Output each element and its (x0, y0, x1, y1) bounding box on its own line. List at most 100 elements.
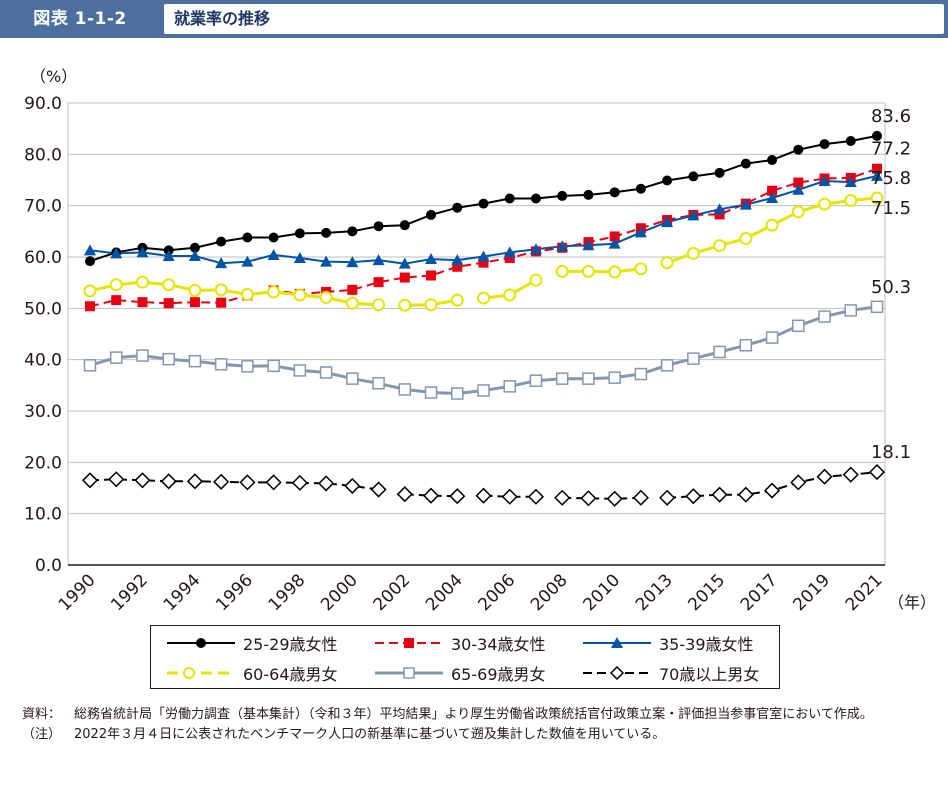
data-point-s60_64 (765, 218, 779, 232)
data-point-s60_64 (424, 298, 438, 312)
series-line-s70plus (89, 478, 379, 491)
data-point-s35_39 (818, 175, 831, 187)
legend-label-60-64: 60-64歳男女 (243, 665, 338, 684)
data-point-s60_64 (503, 288, 517, 302)
data-point-s30_34 (504, 253, 515, 264)
data-point-s70plus (239, 474, 256, 491)
data-point-s70plus (632, 489, 649, 506)
data-point-s65_69 (83, 359, 97, 372)
legend-item-30-34: 30-34歳女性 (373, 628, 546, 658)
data-point-s25_29 (294, 228, 305, 239)
data-point-s25_29 (740, 158, 751, 169)
data-point-s35_39 (687, 209, 700, 221)
data-point-s25_29 (189, 242, 200, 253)
source-note: 資料： 総務省統計局「労働力調査（基本集計）（令和３年）平均結果」より厚生労働省… (22, 705, 932, 725)
x-tick-label: 2013 (632, 570, 677, 615)
chart-legend: 25-29歳女性 30-34歳女性 35-39歳女性 60-64歳男女 (150, 625, 780, 689)
data-point-s65_69 (398, 383, 412, 396)
line-chart: 0.0 10.0 20.0 30.0 40.0 50.0 60.0 70.0 80.0 90.0 （… (24, 67, 936, 615)
data-point-s70plus (868, 464, 886, 481)
data-point-s60_64 (477, 291, 490, 305)
data-point-s60_64 (686, 246, 700, 260)
data-point-s60_64 (372, 298, 386, 312)
series-line-s70plus (404, 493, 458, 498)
data-point-s35_39 (529, 243, 542, 255)
legend-label-35-39: 35-39歳女性 (659, 635, 754, 654)
data-point-s35_39 (503, 246, 516, 258)
data-point-s35_39 (346, 256, 359, 268)
data-point-s65_69 (608, 371, 621, 384)
y-tick-label: 70.0 (24, 197, 62, 217)
data-point-s30_34 (373, 277, 384, 288)
x-tick-label: 1998 (265, 570, 310, 615)
data-point-s65_69 (503, 380, 516, 393)
data-point-s35_39 (634, 226, 647, 238)
data-point-s60_64 (214, 283, 228, 297)
x-tick-label: 1992 (107, 570, 152, 615)
data-point-s25_29 (714, 167, 725, 178)
y-tick-label: 50.0 (24, 299, 62, 319)
data-point-s30_34 (399, 272, 410, 283)
data-point-s60_64 (660, 256, 674, 270)
data-point-s25_29 (347, 226, 358, 237)
data-point-s25_29 (504, 193, 515, 204)
legend-swatch-70plus (583, 666, 651, 680)
legend-label-65-69: 65-69歳男女 (451, 665, 546, 684)
x-axis-unit: （年） (888, 593, 936, 612)
series-lines (89, 134, 878, 500)
data-point-s25_29 (452, 202, 463, 213)
legend-item-35-39: 35-39歳女性 (581, 628, 754, 658)
figure-title: 就業率の推移 (174, 9, 271, 28)
data-point-s35_39 (608, 237, 621, 249)
x-tick-label: 2002 (370, 570, 415, 615)
y-tick-label: 30.0 (24, 402, 62, 422)
end-value-label-s30_34: 77.2 (871, 139, 911, 160)
data-point-s35_39 (739, 198, 752, 210)
data-point-s70plus (396, 486, 413, 503)
data-point-s65_69 (346, 372, 359, 385)
axes (67, 102, 886, 566)
y-tick-label: 90.0 (24, 94, 62, 114)
x-tick-label: 2019 (789, 570, 834, 615)
data-point-s25_29 (872, 130, 882, 141)
data-point-s35_39 (792, 183, 805, 195)
data-point-s60_64 (267, 285, 281, 299)
source-label: 資料： (22, 707, 62, 722)
data-point-s65_69 (372, 377, 385, 390)
end-value-label-s70plus: 18.1 (871, 442, 911, 463)
data-point-s70plus (291, 474, 308, 491)
data-point-s25_29 (242, 232, 253, 243)
data-point-s70plus (134, 472, 151, 489)
data-point-s70plus (580, 490, 597, 507)
end-value-label-s60_64: 71.5 (871, 198, 911, 219)
legend-item-70plus: 70歳以上男女 (581, 658, 759, 688)
data-point-s25_29 (557, 190, 568, 201)
data-point-s35_39 (84, 244, 96, 256)
data-point-s65_69 (818, 310, 831, 323)
data-point-s70plus (554, 489, 571, 506)
data-point-s60_64 (870, 191, 884, 205)
data-point-s25_29 (845, 135, 856, 146)
data-point-s35_39 (110, 247, 123, 259)
data-point-s65_69 (739, 339, 753, 352)
data-point-s60_64 (818, 197, 832, 211)
data-point-s35_39 (241, 255, 254, 267)
data-point-s60_64 (319, 291, 333, 305)
data-point-s60_64 (529, 273, 543, 287)
data-point-s30_34 (609, 231, 620, 242)
figure-notes: 資料： 総務省統計局「労働力調査（基本集計）（令和３年）平均結果」より厚生労働省… (22, 705, 932, 745)
series-line-s65_69 (89, 305, 878, 395)
grid-lines (68, 102, 885, 515)
data-point-s70plus (475, 487, 492, 504)
data-point-s65_69 (529, 374, 543, 387)
data-point-s60_64 (581, 264, 595, 278)
x-tick-label: 2010 (579, 570, 624, 615)
data-point-s60_64 (739, 232, 753, 246)
series-line-s60_64 (562, 267, 642, 274)
data-point-s65_69 (582, 372, 595, 385)
data-point-s35_39 (871, 169, 883, 181)
data-point-s30_34 (137, 297, 148, 308)
data-point-s60_64 (450, 293, 464, 307)
data-point-s25_29 (819, 139, 830, 150)
